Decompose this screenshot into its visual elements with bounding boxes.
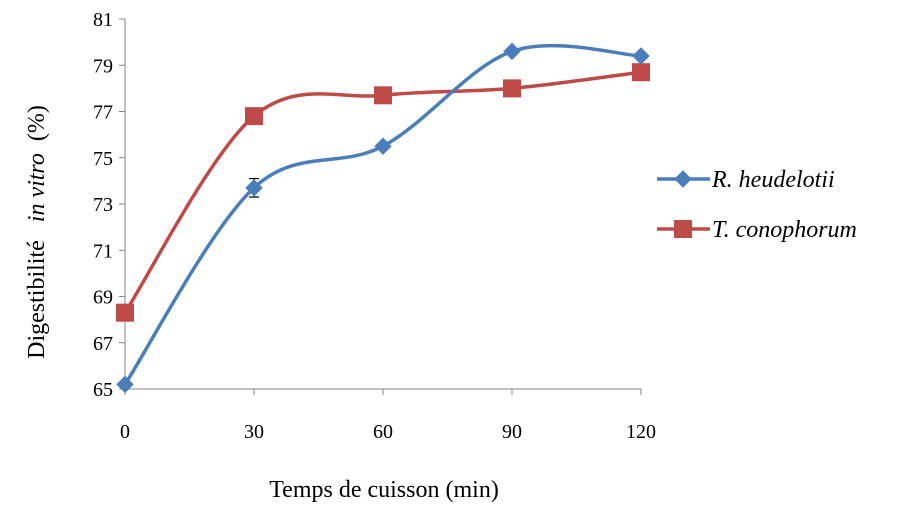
legend-label: T. conophorum	[712, 217, 857, 243]
y-tick-label: 71	[93, 240, 113, 262]
y-axis-title-text: Digestibilité	[24, 240, 50, 359]
data-point	[632, 47, 650, 65]
series-0	[116, 42, 650, 394]
y-axis-ticks: 65 67 69 71 73 75 77 79 81	[93, 9, 125, 401]
data-point	[245, 179, 263, 197]
x-tick-label: 0	[120, 421, 130, 443]
data-point	[503, 42, 521, 61]
legend-item-1: T. conophorum	[657, 217, 857, 243]
y-tick-label: 67	[93, 333, 113, 355]
data-point	[116, 303, 134, 322]
data-point	[374, 137, 392, 155]
legend-label: R. heudelotii	[711, 167, 835, 193]
series-1	[116, 63, 650, 322]
x-axis-title: Temps de cuisson (min)	[269, 477, 499, 503]
legend-item-0: R. heudelotii	[657, 167, 835, 193]
legend: R. heudelotii T. conophorum	[657, 167, 857, 243]
y-tick-label: 65	[93, 379, 113, 401]
data-point	[503, 79, 521, 98]
x-tick-label: 120	[626, 421, 656, 443]
y-axis-title-italic: in vitro	[24, 153, 50, 222]
data-point	[374, 86, 392, 105]
series-layer	[116, 42, 650, 394]
plot-area: 65 67 69 71 73 75 77 79 81 0 30 60 90 120	[93, 9, 656, 443]
series-line	[123, 43, 643, 387]
legend-marker	[674, 220, 692, 238]
x-axis-ticks: 0 30 60 90 120	[120, 389, 656, 443]
x-tick-label: 60	[373, 421, 393, 443]
data-point	[245, 107, 263, 126]
y-tick-label: 79	[93, 55, 113, 77]
y-axis-title-unit: (%)	[24, 105, 50, 141]
data-point	[632, 63, 650, 82]
series-line	[123, 70, 643, 315]
y-tick-label: 69	[93, 287, 113, 309]
x-tick-label: 30	[244, 421, 264, 443]
x-tick-label: 90	[502, 421, 522, 443]
y-tick-label: 73	[93, 194, 113, 216]
y-tick-label: 75	[93, 148, 113, 170]
legend-marker	[674, 170, 692, 188]
y-tick-label: 81	[93, 9, 113, 31]
y-axis-title: Digestibilité in vitro (%)	[24, 105, 50, 359]
y-tick-label: 77	[93, 102, 113, 124]
data-point	[116, 375, 134, 394]
